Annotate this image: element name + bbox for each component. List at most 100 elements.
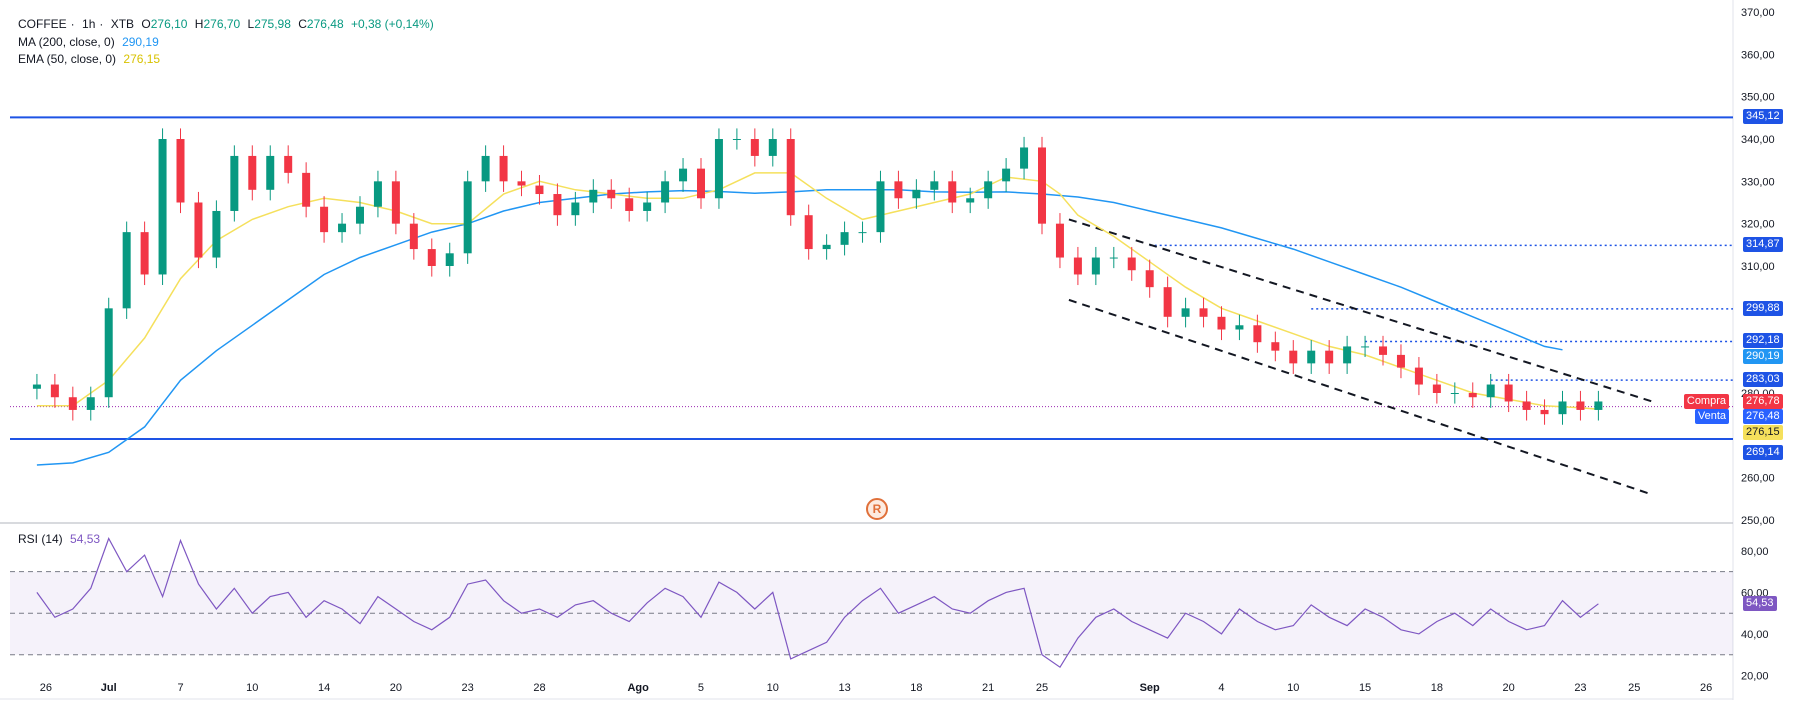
- candle-body: [1073, 257, 1082, 275]
- candle-body: [32, 384, 41, 389]
- candle-body: [409, 223, 418, 250]
- ma-price-tag: 290,19: [1743, 348, 1783, 364]
- time-tick-label: 5: [698, 682, 704, 694]
- candle-body: [1343, 346, 1352, 364]
- ema-price-tag: 276,15: [1743, 425, 1783, 440]
- buy-price-tag: 276,78: [1743, 393, 1783, 409]
- time-tick-label: 10: [767, 682, 779, 694]
- candle-body: [266, 155, 275, 190]
- candle-body: [355, 206, 364, 224]
- symbol-legend: COFFEE · 1h · XTB O276,10 H276,70 L275,98 …: [18, 17, 434, 31]
- price-tick-label: 250,00: [1741, 515, 1775, 527]
- price-tag-345: 345,12: [1743, 109, 1783, 125]
- time-tick-label: Ago: [627, 682, 649, 694]
- price-tick-label: 350,00: [1741, 92, 1775, 104]
- candle-body: [589, 189, 598, 203]
- time-tick-label: 25: [1036, 682, 1048, 694]
- price-tag-283: 283,03: [1743, 372, 1783, 388]
- candle-body: [714, 139, 723, 199]
- price-tick-label: 360,00: [1741, 49, 1775, 61]
- price-tag-299: 299,88: [1743, 300, 1783, 316]
- candle-body: [661, 181, 670, 203]
- candle-body: [1432, 384, 1441, 393]
- candle-body: [1486, 384, 1495, 398]
- ema-value: 276,15: [123, 52, 161, 66]
- time-tick-label: 18: [1431, 682, 1443, 694]
- candle-body: [1414, 367, 1423, 385]
- candle-body: [1289, 350, 1298, 364]
- price-tag-292: 292,18: [1743, 333, 1783, 349]
- candle-body: [840, 232, 849, 245]
- change-value: +0,38 (+0,14%): [350, 17, 434, 31]
- candle-body: [445, 253, 454, 266]
- candle-body: [284, 155, 293, 173]
- candle-body: [1217, 316, 1226, 330]
- candle-body: [499, 155, 508, 182]
- price-tag-314: 314,87: [1743, 237, 1783, 253]
- candle-body: [176, 139, 185, 203]
- candle-body: [732, 139, 741, 140]
- rsi-tick-label: 40,00: [1741, 629, 1769, 641]
- candle-body: [50, 384, 59, 398]
- price-tick-label: 370,00: [1741, 7, 1775, 19]
- candle-body: [1379, 346, 1388, 355]
- ma-legend[interactable]: MA (200, close, 0) 290,19: [18, 35, 163, 49]
- time-tick-label: 26: [40, 682, 52, 694]
- price-tag-269: 269,14: [1743, 445, 1783, 461]
- replay-logo-icon[interactable]: R: [866, 498, 888, 520]
- candle-body: [86, 397, 95, 410]
- candle-body: [230, 155, 239, 211]
- candle-body: [1558, 401, 1567, 415]
- candle-body: [1020, 147, 1029, 169]
- exchange: XTB: [110, 17, 135, 31]
- rsi-legend[interactable]: RSI (14) 54,53: [18, 532, 104, 546]
- candle-body: [391, 181, 400, 224]
- timeframe[interactable]: 1h: [82, 17, 96, 31]
- low-value: L275,98: [247, 17, 291, 31]
- time-tick-label: 14: [318, 682, 330, 694]
- candle-body: [696, 168, 705, 199]
- candle-body: [427, 249, 436, 266]
- channel-trendline: [1068, 218, 1653, 403]
- time-tick-label: 23: [1574, 682, 1586, 694]
- candle-body: [158, 139, 167, 275]
- time-tick-label: Jul: [101, 682, 117, 694]
- buy-label[interactable]: Compra: [1683, 393, 1729, 409]
- time-tick-label: 20: [1503, 682, 1515, 694]
- candle-body: [535, 185, 544, 195]
- candle-body: [248, 155, 257, 190]
- candle-body: [894, 181, 903, 199]
- candle-body: [302, 172, 311, 207]
- time-tick-label: 25: [1628, 682, 1640, 694]
- candle-body: [768, 139, 777, 156]
- candle-body: [1307, 350, 1316, 364]
- candle-body: [1181, 308, 1190, 317]
- symbol-name[interactable]: COFFEE: [18, 17, 67, 31]
- candle-body: [1253, 325, 1262, 343]
- channel-trendline: [1068, 298, 1653, 496]
- candle-body: [1576, 401, 1585, 410]
- time-tick-label: 15: [1359, 682, 1371, 694]
- rsi-label: RSI (14): [18, 532, 63, 546]
- ma-label: MA (200, close, 0): [18, 35, 115, 49]
- candle-body: [571, 202, 580, 216]
- candle-body: [481, 155, 490, 182]
- candle-body: [338, 223, 347, 233]
- ema-legend[interactable]: EMA (50, close, 0) 276,15: [18, 52, 164, 66]
- candle-body: [1504, 384, 1513, 402]
- candle-body: [1002, 168, 1011, 182]
- candle-body: [140, 232, 149, 275]
- sell-label[interactable]: Venta: [1694, 409, 1729, 425]
- candle-body: [212, 210, 221, 258]
- price-tick-label: 310,00: [1741, 261, 1775, 273]
- rsi-band: [10, 571, 1733, 655]
- time-tick-label: Sep: [1140, 682, 1160, 694]
- rsi-tick-label: 20,00: [1741, 670, 1769, 682]
- high-value: H276,70: [194, 17, 241, 31]
- ma200-line: [36, 189, 1563, 466]
- time-tick-label: 28: [533, 682, 545, 694]
- price-tick-label: 260,00: [1741, 473, 1775, 485]
- close-value: C276,48: [298, 17, 344, 31]
- candle-body: [68, 397, 77, 410]
